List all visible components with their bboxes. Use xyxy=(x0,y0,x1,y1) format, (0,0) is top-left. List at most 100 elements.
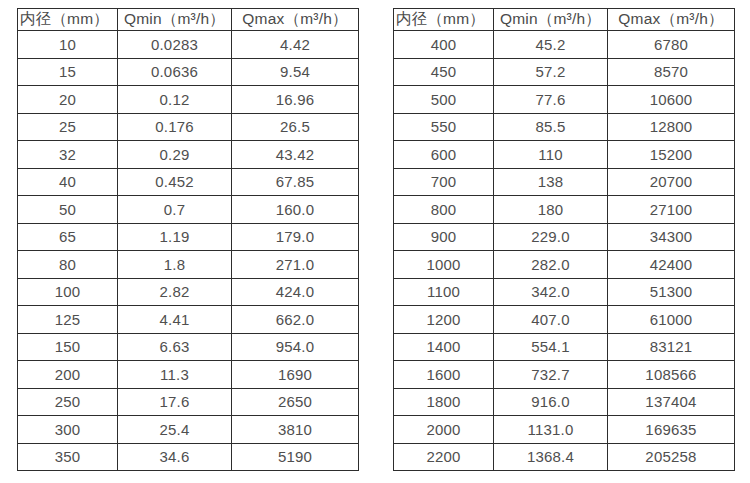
qmin-cell: 138 xyxy=(494,168,608,196)
table-row: 60011015200 xyxy=(394,141,735,169)
qmax-cell: 205258 xyxy=(608,443,735,471)
table-row: 1002.82424.0 xyxy=(18,278,359,306)
qmin-header: Qmin（m³/h） xyxy=(118,9,232,31)
qmin-cell: 1.8 xyxy=(118,251,232,279)
qmin-cell: 342.0 xyxy=(494,278,608,306)
inner-diameter-cell: 1400 xyxy=(394,333,494,361)
qmax-cell: 954.0 xyxy=(232,333,359,361)
table-row: 100.02834.42 xyxy=(18,31,359,59)
qmax-cell: 51300 xyxy=(608,278,735,306)
qmax-cell: 169635 xyxy=(608,416,735,444)
qmin-cell: 1368.4 xyxy=(494,443,608,471)
inner-diameter-cell: 2200 xyxy=(394,443,494,471)
qmax-cell: 4.42 xyxy=(232,31,359,59)
qmin-cell: 282.0 xyxy=(494,251,608,279)
table-row: 400.45267.85 xyxy=(18,168,359,196)
table-row: 250.17626.5 xyxy=(18,113,359,141)
qmax-cell: 108566 xyxy=(608,361,735,389)
inner-diameter-cell: 250 xyxy=(18,388,118,416)
qmin-cell: 25.4 xyxy=(118,416,232,444)
qmax-cell: 179.0 xyxy=(232,223,359,251)
inner-diameter-cell: 50 xyxy=(18,196,118,224)
table-row: 70013820700 xyxy=(394,168,735,196)
qmax-cell: 42400 xyxy=(608,251,735,279)
table-row: 1200407.061000 xyxy=(394,306,735,334)
inner-diameter-cell: 125 xyxy=(18,306,118,334)
table-row: 55085.512800 xyxy=(394,113,735,141)
qmin-cell: 2.82 xyxy=(118,278,232,306)
qmin-cell: 4.41 xyxy=(118,306,232,334)
qmin-cell: 1.19 xyxy=(118,223,232,251)
qmin-cell: 85.5 xyxy=(494,113,608,141)
table-row: 20011.31690 xyxy=(18,361,359,389)
header-row: 内径（mm）Qmin（m³/h）Qmax（m³/h） xyxy=(394,9,735,31)
inner-diameter-cell: 200 xyxy=(18,361,118,389)
inner-diameter-cell: 350 xyxy=(18,443,118,471)
table-row: 25017.62650 xyxy=(18,388,359,416)
table-row: 1100342.051300 xyxy=(394,278,735,306)
table-row: 900229.034300 xyxy=(394,223,735,251)
inner-diameter-cell: 900 xyxy=(394,223,494,251)
qmin-cell: 554.1 xyxy=(494,333,608,361)
qmax-cell: 83121 xyxy=(608,333,735,361)
inner-diameter-header: 内径（mm） xyxy=(18,9,118,31)
table-row: 1254.41662.0 xyxy=(18,306,359,334)
inner-diameter-cell: 600 xyxy=(394,141,494,169)
inner-diameter-cell: 150 xyxy=(18,333,118,361)
qmax-cell: 16.96 xyxy=(232,86,359,114)
qmin-cell: 57.2 xyxy=(494,58,608,86)
inner-diameter-cell: 400 xyxy=(394,31,494,59)
inner-diameter-cell: 1000 xyxy=(394,251,494,279)
qmax-header: Qmax（m³/h） xyxy=(232,9,359,31)
qmin-cell: 34.6 xyxy=(118,443,232,471)
qmin-header: Qmin（m³/h） xyxy=(494,9,608,31)
qmin-cell: 0.0636 xyxy=(118,58,232,86)
qmax-cell: 137404 xyxy=(608,388,735,416)
inner-diameter-cell: 15 xyxy=(18,58,118,86)
qmin-cell: 11.3 xyxy=(118,361,232,389)
qmin-cell: 0.12 xyxy=(118,86,232,114)
qmax-cell: 8570 xyxy=(608,58,735,86)
table-row: 45057.28570 xyxy=(394,58,735,86)
table-row: 80018027100 xyxy=(394,196,735,224)
qmax-header: Qmax（m³/h） xyxy=(608,9,735,31)
inner-diameter-cell: 800 xyxy=(394,196,494,224)
qmax-cell: 9.54 xyxy=(232,58,359,86)
inner-diameter-cell: 300 xyxy=(18,416,118,444)
qmin-cell: 77.6 xyxy=(494,86,608,114)
qmax-cell: 5190 xyxy=(232,443,359,471)
qmin-cell: 229.0 xyxy=(494,223,608,251)
qmin-cell: 0.7 xyxy=(118,196,232,224)
table-row: 1800916.0137404 xyxy=(394,388,735,416)
qmin-cell: 916.0 xyxy=(494,388,608,416)
table-row: 30025.43810 xyxy=(18,416,359,444)
inner-diameter-cell: 1100 xyxy=(394,278,494,306)
inner-diameter-cell: 1600 xyxy=(394,361,494,389)
inner-diameter-cell: 1200 xyxy=(394,306,494,334)
inner-diameter-cell: 100 xyxy=(18,278,118,306)
qmin-cell: 17.6 xyxy=(118,388,232,416)
table-row: 1400554.183121 xyxy=(394,333,735,361)
qmin-cell: 732.7 xyxy=(494,361,608,389)
inner-diameter-cell: 550 xyxy=(394,113,494,141)
qmax-cell: 34300 xyxy=(608,223,735,251)
qmin-cell: 1131.0 xyxy=(494,416,608,444)
inner-diameter-cell: 32 xyxy=(18,141,118,169)
inner-diameter-cell: 65 xyxy=(18,223,118,251)
inner-diameter-cell: 500 xyxy=(394,86,494,114)
qmin-cell: 110 xyxy=(494,141,608,169)
qmax-cell: 6780 xyxy=(608,31,735,59)
inner-diameter-cell: 20 xyxy=(18,86,118,114)
flow-table-small-diameters: 内径（mm）Qmin（m³/h）Qmax（m³/h） 100.02834.421… xyxy=(17,8,359,471)
inner-diameter-cell: 2000 xyxy=(394,416,494,444)
table-row: 320.2943.42 xyxy=(18,141,359,169)
inner-diameter-cell: 700 xyxy=(394,168,494,196)
qmax-cell: 67.85 xyxy=(232,168,359,196)
qmax-cell: 2650 xyxy=(232,388,359,416)
table-row: 200.1216.96 xyxy=(18,86,359,114)
qmax-cell: 12800 xyxy=(608,113,735,141)
qmax-cell: 61000 xyxy=(608,306,735,334)
qmax-cell: 160.0 xyxy=(232,196,359,224)
table-row: 35034.65190 xyxy=(18,443,359,471)
inner-diameter-cell: 1800 xyxy=(394,388,494,416)
